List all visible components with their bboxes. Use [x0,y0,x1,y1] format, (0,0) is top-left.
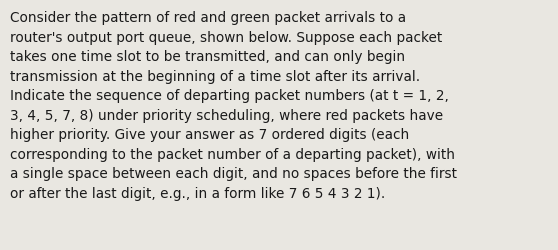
Text: Consider the pattern of red and green packet arrivals to a
router's output port : Consider the pattern of red and green pa… [10,11,457,200]
